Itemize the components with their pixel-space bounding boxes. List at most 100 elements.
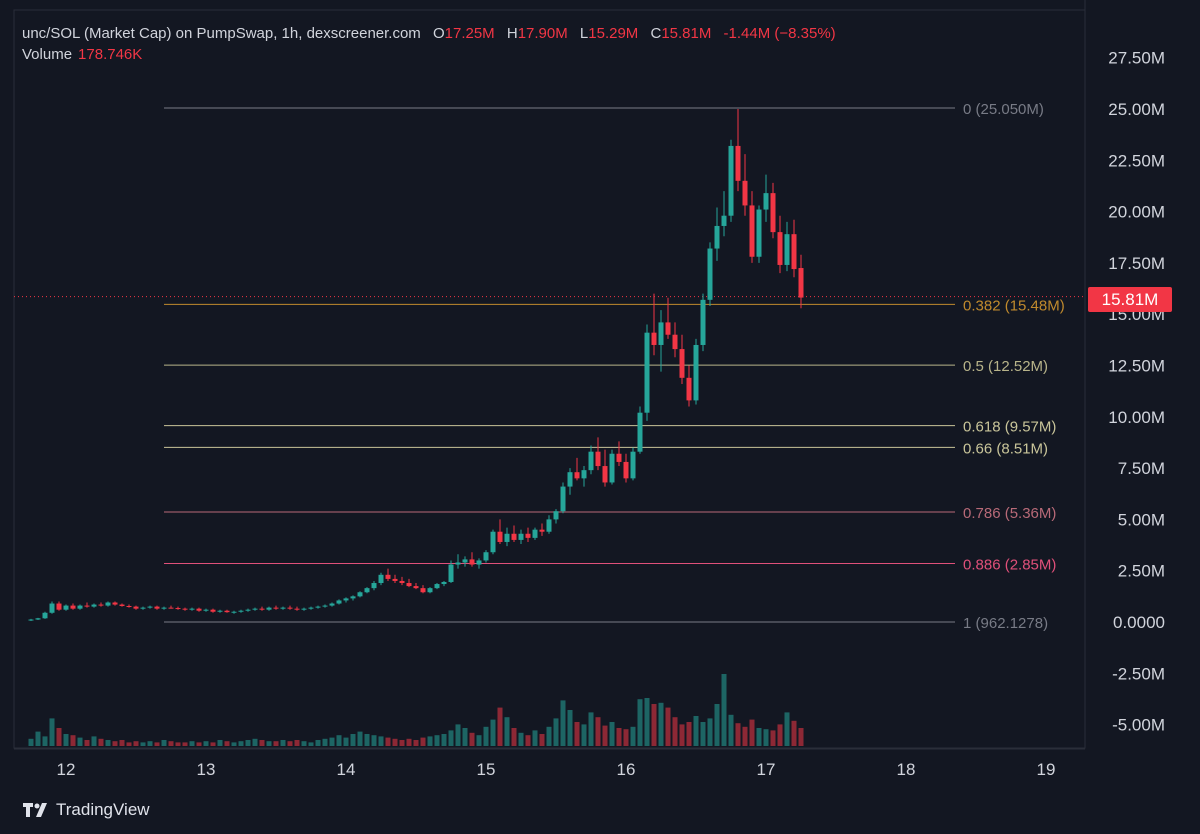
candle-body bbox=[70, 605, 76, 609]
chart-header: unc/SOL (Market Cap) on PumpSwap, 1h, de… bbox=[22, 24, 836, 44]
volume-bar bbox=[112, 741, 118, 746]
volume-bar bbox=[518, 732, 524, 746]
volume-bar bbox=[777, 724, 783, 746]
volume-bar bbox=[476, 735, 482, 746]
current-price-tag: 15.81M bbox=[1088, 287, 1172, 312]
volume-bar bbox=[546, 726, 552, 746]
volume-bar bbox=[581, 724, 587, 746]
candle-body bbox=[525, 533, 531, 538]
candle-body bbox=[91, 604, 97, 607]
candle-body bbox=[357, 592, 363, 597]
volume-bar bbox=[49, 718, 55, 746]
volume-bar bbox=[189, 741, 195, 746]
volume-bar bbox=[434, 735, 440, 746]
candle-body bbox=[315, 606, 321, 608]
volume-legend: Volume 178.746K bbox=[22, 45, 142, 65]
close-label: C bbox=[650, 25, 662, 42]
candle-body bbox=[476, 560, 482, 565]
volume-bar bbox=[497, 707, 503, 746]
candle-body bbox=[595, 451, 601, 467]
candle-body bbox=[140, 607, 146, 609]
volume-bar bbox=[756, 728, 762, 746]
y-tick-label: 17.50M bbox=[1108, 254, 1165, 273]
volume-bar bbox=[693, 716, 699, 746]
volume-bar bbox=[602, 725, 608, 746]
volume-bar bbox=[644, 698, 650, 746]
volume-bar bbox=[168, 741, 174, 746]
candle-body bbox=[784, 234, 790, 265]
footer-bar bbox=[0, 790, 1200, 834]
candle-body bbox=[112, 602, 118, 605]
candle-body bbox=[133, 606, 139, 609]
volume-bar bbox=[301, 741, 307, 746]
volume-bar bbox=[28, 738, 34, 746]
volume-bar bbox=[147, 741, 153, 746]
candle-body bbox=[777, 232, 783, 265]
candle-body bbox=[161, 607, 167, 609]
volume-bar bbox=[308, 742, 314, 746]
volume-bar bbox=[637, 699, 643, 746]
volume-bar bbox=[196, 742, 202, 746]
candle-body bbox=[693, 344, 699, 401]
candle-body bbox=[623, 461, 629, 479]
candle-body bbox=[665, 322, 671, 335]
candle-body bbox=[126, 605, 132, 607]
candle-body bbox=[798, 268, 804, 298]
candle-body bbox=[763, 193, 769, 210]
candle-body bbox=[441, 581, 447, 585]
candle-body bbox=[56, 603, 62, 610]
candle-body bbox=[189, 608, 195, 610]
volume-label: Volume bbox=[22, 46, 73, 63]
volume-bar bbox=[714, 704, 720, 746]
candle-body bbox=[588, 451, 594, 471]
tradingview-logo-icon bbox=[23, 803, 47, 817]
volume-bar bbox=[616, 728, 622, 746]
candle-body bbox=[301, 608, 307, 610]
volume-bar bbox=[63, 734, 69, 746]
candle-body bbox=[532, 529, 538, 538]
brand-name: TradingView bbox=[56, 800, 150, 819]
y-tick-label: 27.50M bbox=[1108, 49, 1165, 68]
volume-bar bbox=[567, 710, 573, 746]
volume-bar bbox=[735, 723, 741, 746]
candle-body bbox=[546, 519, 552, 532]
candle-body bbox=[35, 618, 41, 620]
plot-area bbox=[13, 9, 1086, 749]
candle-body bbox=[84, 605, 90, 607]
volume-bar bbox=[357, 731, 363, 746]
tradingview-brand[interactable]: TradingView bbox=[22, 800, 150, 820]
volume-bar bbox=[721, 674, 727, 746]
volume-bar bbox=[294, 740, 300, 746]
volume-bar bbox=[126, 742, 132, 746]
change-value: -1.44M (−8.35%) bbox=[723, 25, 836, 42]
y-tick-label: 0.0000 bbox=[1113, 613, 1165, 632]
volume-bar bbox=[322, 738, 328, 746]
volume-bar bbox=[217, 740, 223, 746]
volume-bar bbox=[672, 717, 678, 746]
candle-body bbox=[203, 609, 209, 611]
y-tick-label: -2.50M bbox=[1112, 664, 1165, 683]
candle-body bbox=[336, 600, 342, 604]
volume-bar bbox=[336, 735, 342, 746]
fib-level-label: 0 (25.050M) bbox=[963, 101, 1044, 118]
volume-bar bbox=[588, 712, 594, 746]
volume-bar bbox=[658, 702, 664, 746]
volume-bar bbox=[679, 724, 685, 746]
candle-body bbox=[791, 234, 797, 270]
volume-bar bbox=[84, 740, 90, 746]
volume-bar bbox=[763, 729, 769, 746]
volume-bar bbox=[238, 741, 244, 746]
volume-bar bbox=[371, 735, 377, 746]
volume-bar bbox=[553, 718, 559, 746]
candle-body bbox=[728, 145, 734, 216]
candle-body bbox=[168, 607, 174, 609]
volume-bar bbox=[343, 737, 349, 746]
volume-bar bbox=[154, 742, 160, 746]
candle-body bbox=[28, 619, 34, 621]
volume-bar bbox=[686, 722, 692, 746]
candle-body bbox=[658, 322, 664, 345]
volume-value: 178.746K bbox=[78, 46, 143, 63]
volume-bar bbox=[784, 712, 790, 746]
volume-bar bbox=[266, 741, 272, 746]
